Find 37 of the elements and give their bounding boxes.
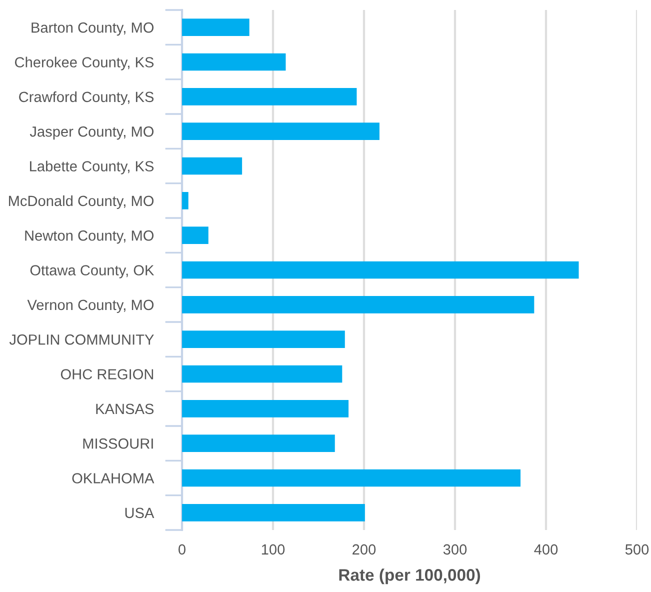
y-tick-label: Cherokee County, KS <box>14 56 154 70</box>
y-tick-label: Jasper County, MO <box>30 126 154 140</box>
bar <box>182 469 521 487</box>
x-tick-label: 200 <box>352 544 376 555</box>
y-tick-label: JOPLIN COMMUNITY <box>9 334 154 345</box>
x-tick-label: 0 <box>178 544 186 555</box>
bar <box>182 400 349 418</box>
y-tick-label: OHC REGION <box>60 369 154 380</box>
y-tick-label: McDonald County, MO <box>8 195 154 209</box>
y-tick-label: Vernon County, MO <box>27 300 154 313</box>
bar <box>182 330 345 348</box>
y-tick-label: USA <box>125 508 154 518</box>
y-tick-label: Crawford County, KS <box>19 91 154 105</box>
y-tick-label: Labette County, KS <box>30 160 154 174</box>
bar <box>182 261 579 279</box>
bar <box>182 434 335 452</box>
x-axis-title: Rate (per 100,000) <box>339 568 480 584</box>
bar <box>182 192 188 210</box>
y-tick-label: OKLAHOMA <box>72 473 154 484</box>
bar <box>182 226 208 244</box>
y-tick-label: KANSAS <box>96 404 154 414</box>
x-tick-label: 400 <box>534 544 558 555</box>
y-tick-label: Ottawa County, OK <box>30 265 154 278</box>
bar <box>182 18 250 36</box>
x-tick-label: 500 <box>625 544 649 555</box>
x-tick-label: 300 <box>443 544 467 555</box>
bar <box>182 296 534 314</box>
bar <box>182 122 380 140</box>
bar <box>182 53 286 71</box>
bar <box>182 157 242 175</box>
x-tick-label: 100 <box>262 544 285 555</box>
y-tick-label: Barton County, MO <box>32 22 154 36</box>
bar <box>182 365 342 383</box>
y-tick-label: Newton County, MO <box>25 230 154 244</box>
bar <box>182 504 365 522</box>
y-tick-label: MISSOURI <box>83 438 153 449</box>
bar <box>182 88 357 106</box>
